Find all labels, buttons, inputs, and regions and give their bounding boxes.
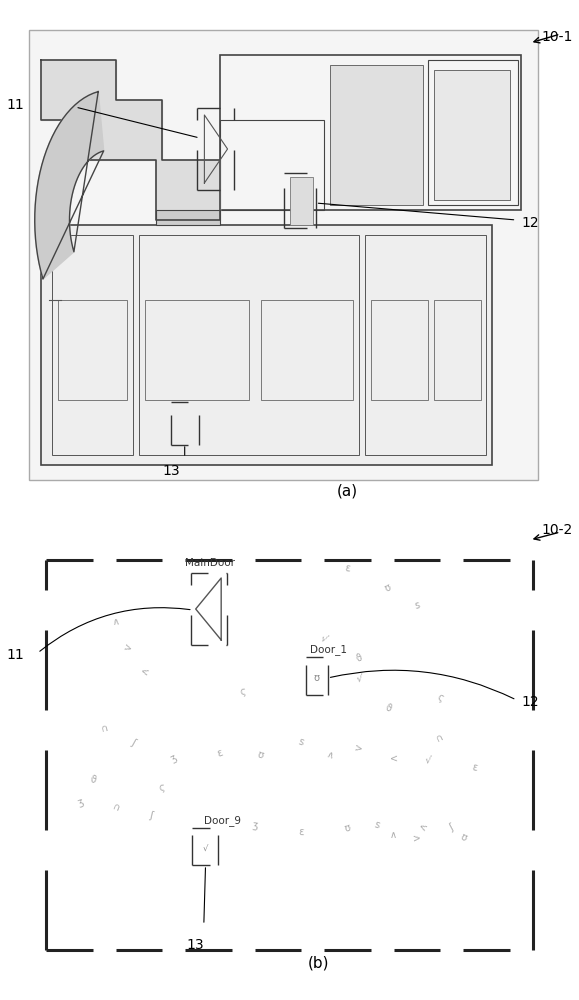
Bar [290, 177, 313, 225]
Bar [139, 235, 359, 455]
Text: Door_9: Door_9 [204, 815, 241, 826]
Text: s: s [297, 736, 305, 748]
Bar [41, 225, 492, 465]
Text: ∩: ∩ [111, 802, 121, 814]
Text: ʃ: ʃ [129, 737, 137, 747]
Bar [261, 300, 353, 400]
Text: ∧: ∧ [112, 617, 120, 627]
Text: √: √ [425, 755, 432, 765]
Text: <: < [417, 822, 428, 834]
Bar [428, 60, 518, 205]
Text: ʃ: ʃ [148, 810, 153, 820]
Bar [371, 300, 428, 400]
Text: ʒ: ʒ [251, 820, 258, 830]
Text: 13: 13 [162, 464, 179, 478]
Text: √: √ [356, 673, 362, 683]
Text: ʒ: ʒ [77, 796, 85, 808]
Polygon shape [41, 60, 220, 220]
Text: 12: 12 [521, 216, 538, 230]
Text: Door_1: Door_1 [310, 644, 347, 655]
Text: ε: ε [471, 763, 478, 773]
Text: s: s [413, 600, 420, 610]
Text: ∧: ∧ [390, 830, 397, 840]
Text: ϑ: ϑ [89, 774, 97, 786]
Bar [330, 65, 423, 205]
Bar [52, 235, 133, 455]
Text: ς: ς [159, 783, 166, 793]
Text: 10-2: 10-2 [541, 523, 573, 537]
Text: ∩: ∩ [435, 732, 445, 744]
Text: ∩: ∩ [100, 722, 109, 734]
Text: >: > [412, 833, 422, 843]
Text: √: √ [319, 632, 329, 644]
Bar [29, 30, 538, 480]
Text: ς: ς [240, 687, 247, 697]
Bar [156, 210, 220, 225]
Bar [365, 235, 486, 455]
Text: ε: ε [216, 747, 224, 759]
Bar [220, 55, 521, 210]
Text: ʒ: ʒ [169, 752, 178, 764]
Text: ς: ς [435, 692, 445, 704]
Text: ʊ: ʊ [256, 749, 265, 761]
Text: 13: 13 [187, 938, 204, 952]
Text: MainDoor: MainDoor [185, 558, 234, 568]
Text: 10-1: 10-1 [541, 30, 573, 44]
Bar [145, 300, 249, 400]
Text: s: s [372, 819, 380, 831]
Text: <: < [390, 753, 398, 763]
Text: ε: ε [298, 827, 304, 837]
Text: <: < [139, 666, 151, 678]
Text: ʊ: ʊ [343, 822, 352, 834]
Text: 11: 11 [6, 648, 24, 662]
Text: √: √ [203, 844, 208, 852]
Text: ϑ: ϑ [354, 652, 364, 664]
Text: >: > [354, 742, 364, 754]
Text: (b): (b) [307, 956, 329, 971]
Bar [434, 300, 481, 400]
Text: ε: ε [344, 563, 351, 573]
Text: 12: 12 [521, 695, 538, 709]
Text: (a): (a) [337, 483, 358, 498]
Text: >: > [122, 642, 133, 654]
Text: ʃ: ʃ [448, 823, 456, 833]
Bar [434, 70, 510, 200]
Text: ∧: ∧ [325, 749, 335, 761]
Text: ϑ: ϑ [383, 702, 393, 714]
Text: ʊ: ʊ [314, 673, 320, 683]
Text: ʊ: ʊ [383, 582, 393, 594]
Polygon shape [35, 92, 104, 279]
Text: 11: 11 [6, 98, 24, 112]
Text: ʊ: ʊ [459, 832, 468, 844]
Bar [220, 120, 324, 210]
Bar [58, 300, 127, 400]
